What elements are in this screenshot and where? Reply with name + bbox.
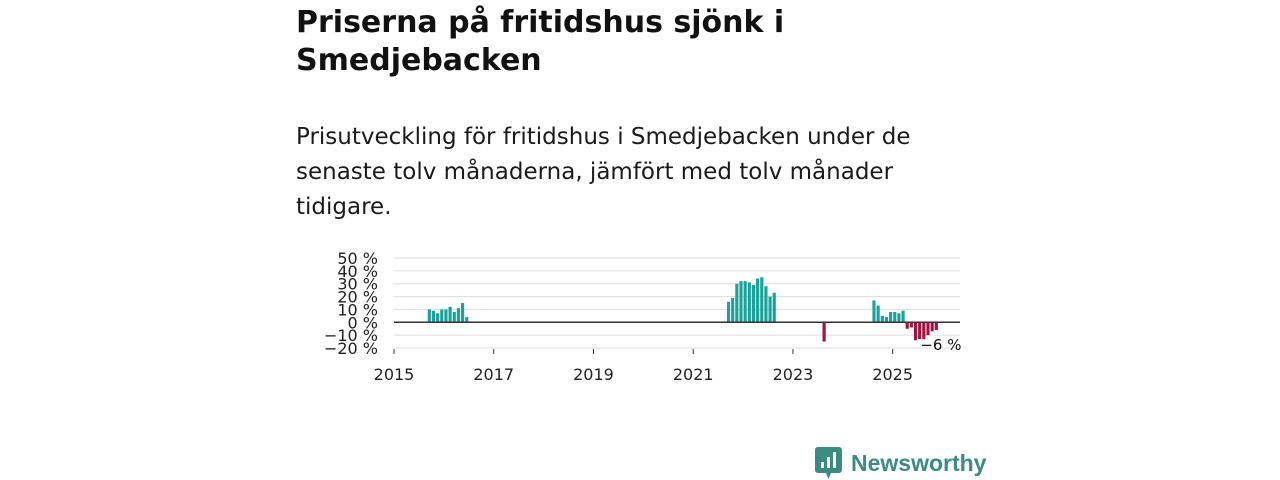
bar-2016-06 <box>465 317 469 323</box>
bar-2022-01 <box>743 281 747 323</box>
bar-2025-10 <box>930 322 934 332</box>
bar-2024-10 <box>880 315 884 323</box>
bar-2016-01 <box>444 309 448 323</box>
bar-2022-02 <box>747 282 751 323</box>
bar-2022-04 <box>756 278 760 323</box>
bar-2023-08 <box>822 322 826 342</box>
bar-2025-02 <box>897 313 901 323</box>
chart-title: Priserna på fritidshus sjönk i Smedjebac… <box>296 5 785 78</box>
data-label-last: −6 % <box>920 336 961 354</box>
bar-2022-03 <box>751 285 756 323</box>
y-tick-label: −10 % <box>324 326 378 345</box>
bar-2022-06 <box>764 286 768 323</box>
bar-2022-05 <box>760 277 764 323</box>
x-tick-label: 2023 <box>773 365 814 384</box>
y-tick-label: 0 % <box>348 313 378 332</box>
data-labels: −6 % <box>920 336 961 354</box>
bar-2021-12 <box>739 281 743 323</box>
bar-2016-02 <box>448 306 452 323</box>
y-tick-label: 40 % <box>337 262 378 281</box>
bar-2015-09 <box>427 309 431 323</box>
bar-2021-11 <box>735 283 739 323</box>
y-tick-label: −20 % <box>324 339 378 358</box>
bar-2025-07 <box>918 322 922 339</box>
bar-2025-04 <box>905 322 909 329</box>
bar-2025-06 <box>913 322 918 341</box>
bar-2025-11 <box>934 322 938 330</box>
bar-2025-08 <box>922 322 926 339</box>
bar-2015-10 <box>431 310 436 323</box>
newsworthy-logo-icon <box>815 447 842 479</box>
bar-2024-08 <box>872 300 876 323</box>
x-tick-label: 2017 <box>473 365 514 384</box>
y-tick-label: 30 % <box>337 275 378 294</box>
bars <box>427 277 938 342</box>
brand-name: Newsworthy <box>851 450 987 476</box>
bar-2016-04 <box>456 308 460 323</box>
bar-2024-12 <box>889 312 893 323</box>
bar-2016-03 <box>452 312 456 323</box>
y-tick-label: 20 % <box>337 288 378 307</box>
chart-subtitle: Prisutveckling för fritidshus i Smedjeba… <box>296 124 911 220</box>
bar-2021-09 <box>726 301 731 323</box>
x-tick-label: 2015 <box>374 365 415 384</box>
bar-2015-11 <box>436 313 440 323</box>
brand-logo: Newsworthy <box>815 446 986 480</box>
bar-2016-05 <box>460 303 465 323</box>
bar-chart: 50 %40 %30 %20 %10 %0 %−10 %−20 % 2015 20… <box>324 249 962 384</box>
x-tick-label: 2021 <box>673 365 714 384</box>
y-axis-labels: 50 %40 %30 %20 %10 %0 %−10 %−20 % <box>324 249 378 358</box>
bar-2022-07 <box>768 296 772 323</box>
x-tick-label: 2019 <box>573 365 614 384</box>
bar-2025-09 <box>926 322 930 336</box>
bar-2025-01 <box>893 312 897 323</box>
grid-lines <box>394 257 960 349</box>
bar-2015-12 <box>440 309 444 323</box>
bar-2024-09 <box>876 305 880 323</box>
bar-2025-03 <box>901 310 905 323</box>
y-tick-label: 10 % <box>337 300 378 319</box>
bar-2021-10 <box>731 297 735 323</box>
bar-2025-05 <box>909 322 913 328</box>
bar-2024-11 <box>884 317 889 323</box>
y-tick-label: 50 % <box>337 249 378 268</box>
x-tick-label: 2025 <box>872 365 913 384</box>
x-axis-labels: 2015 2017 2019 2021 2023 2025 <box>374 349 913 384</box>
bar-2022-08 <box>772 292 776 323</box>
